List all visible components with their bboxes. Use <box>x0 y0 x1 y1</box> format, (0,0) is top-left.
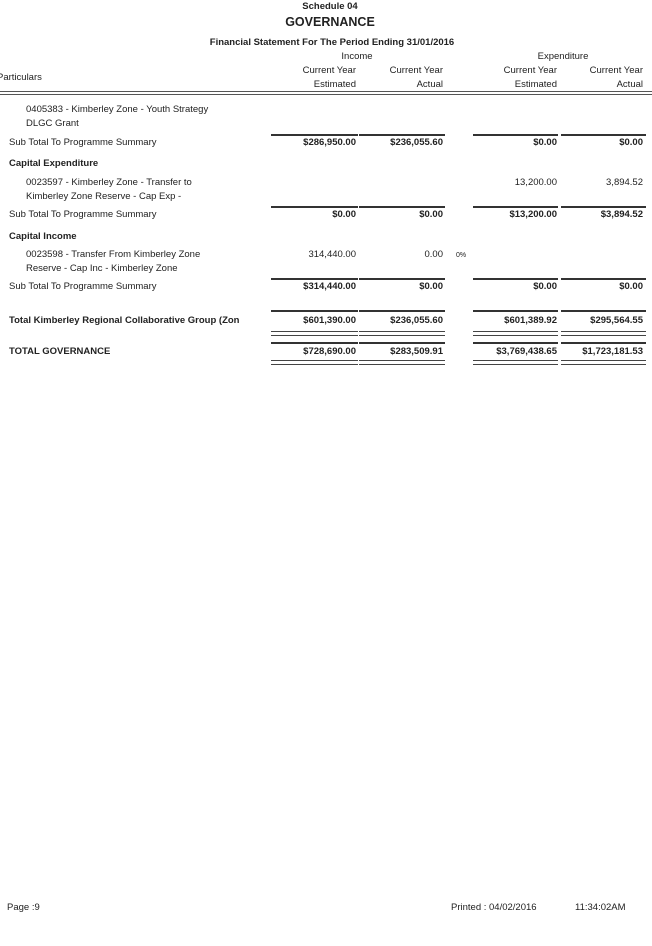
total-value: $0.00 <box>419 209 443 220</box>
page-number: Page :9 <box>7 902 40 913</box>
amount: 3,894.52 <box>606 177 643 188</box>
section-heading: Capital Expenditure <box>9 158 99 169</box>
total-label: Sub Total To Programme Summary <box>9 281 157 292</box>
total-label: Total Kimberley Regional Collaborative G… <box>9 315 240 326</box>
total-rule <box>271 278 358 280</box>
total-value: $295,564.55 <box>590 315 643 326</box>
total-rule <box>271 134 358 136</box>
schedule-label: Schedule 04 <box>302 1 358 12</box>
double-rule <box>359 331 445 336</box>
total-value: $0.00 <box>619 281 643 292</box>
total-rule <box>359 134 445 136</box>
total-value: $0.00 <box>332 209 356 220</box>
total-rule <box>561 310 646 312</box>
col-header: Actual <box>416 79 443 90</box>
item-description: 0405383 - Kimberley Zone - Youth Strateg… <box>26 104 209 115</box>
income-header: Income <box>341 51 373 62</box>
total-rule <box>359 278 445 280</box>
total-rule <box>561 134 646 136</box>
report-subtitle: Financial Statement For The Period Endin… <box>209 37 455 48</box>
amount: 0.00 <box>424 249 444 260</box>
item-description: 0023597 - Kimberley Zone - Transfer to <box>26 177 192 188</box>
total-rule <box>359 206 445 208</box>
total-label: Sub Total To Programme Summary <box>9 209 157 220</box>
amount: 314,440.00 <box>308 249 356 260</box>
item-description: 0023598 - Transfer From Kimberley Zone <box>26 249 201 260</box>
total-rule <box>561 206 646 208</box>
total-rule <box>473 134 558 136</box>
total-value: $0.00 <box>533 137 557 148</box>
total-rule <box>473 310 558 312</box>
total-value: $0.00 <box>619 137 643 148</box>
total-rule <box>271 206 358 208</box>
total-value: $13,200.00 <box>509 209 557 220</box>
col-header: Current Year <box>389 65 443 76</box>
total-rule <box>561 342 646 344</box>
total-rule <box>473 278 558 280</box>
item-description: DLGC Grant <box>26 118 79 129</box>
total-value: $601,390.00 <box>303 315 356 326</box>
total-value: $3,894.52 <box>600 209 643 220</box>
double-rule <box>271 360 358 365</box>
total-value: $728,690.00 <box>303 346 356 357</box>
printed-time: 11:34:02AM <box>575 902 626 913</box>
col-header: Current Year <box>589 65 643 76</box>
total-rule <box>359 342 445 344</box>
col-header: Current Year <box>503 65 557 76</box>
double-rule <box>561 331 646 336</box>
total-rule <box>271 310 358 312</box>
particulars-header: Particulars <box>0 72 42 83</box>
report-title: GOVERNANCE <box>285 15 375 29</box>
expenditure-header: Expenditure <box>537 51 589 62</box>
total-value: $601,389.92 <box>504 315 557 326</box>
total-value: $0.00 <box>533 281 557 292</box>
total-label: Sub Total To Programme Summary <box>9 137 157 148</box>
percent: 0% <box>456 252 467 259</box>
total-rule <box>561 278 646 280</box>
total-value: $0.00 <box>419 281 443 292</box>
item-description: Kimberley Zone Reserve - Cap Exp - <box>26 191 182 202</box>
total-value: $236,055.60 <box>390 137 443 148</box>
printed-date: Printed : 04/02/2016 <box>451 902 537 913</box>
double-rule <box>473 331 558 336</box>
total-value: $283,509.91 <box>390 346 443 357</box>
total-rule <box>473 206 558 208</box>
total-value: $314,440.00 <box>303 281 356 292</box>
total-label: TOTAL GOVERNANCE <box>9 346 111 357</box>
double-rule <box>271 331 358 336</box>
total-rule <box>359 310 445 312</box>
total-rule <box>271 342 358 344</box>
total-value: $286,950.00 <box>303 137 356 148</box>
col-header: Estimated <box>313 79 356 90</box>
total-rule <box>473 342 558 344</box>
double-rule <box>473 360 558 365</box>
item-description: Reserve - Cap Inc - Kimberley Zone <box>26 263 178 274</box>
double-rule <box>561 360 646 365</box>
double-rule <box>359 360 445 365</box>
total-value: $3,769,438.65 <box>496 346 557 357</box>
header-divider <box>0 91 652 95</box>
col-header: Current Year <box>302 65 356 76</box>
total-value: $236,055.60 <box>390 315 443 326</box>
col-header: Actual <box>616 79 643 90</box>
section-heading: Capital Income <box>9 231 77 242</box>
amount: 13,200.00 <box>514 177 557 188</box>
total-value: $1,723,181.53 <box>582 346 643 357</box>
col-header: Estimated <box>514 79 557 90</box>
